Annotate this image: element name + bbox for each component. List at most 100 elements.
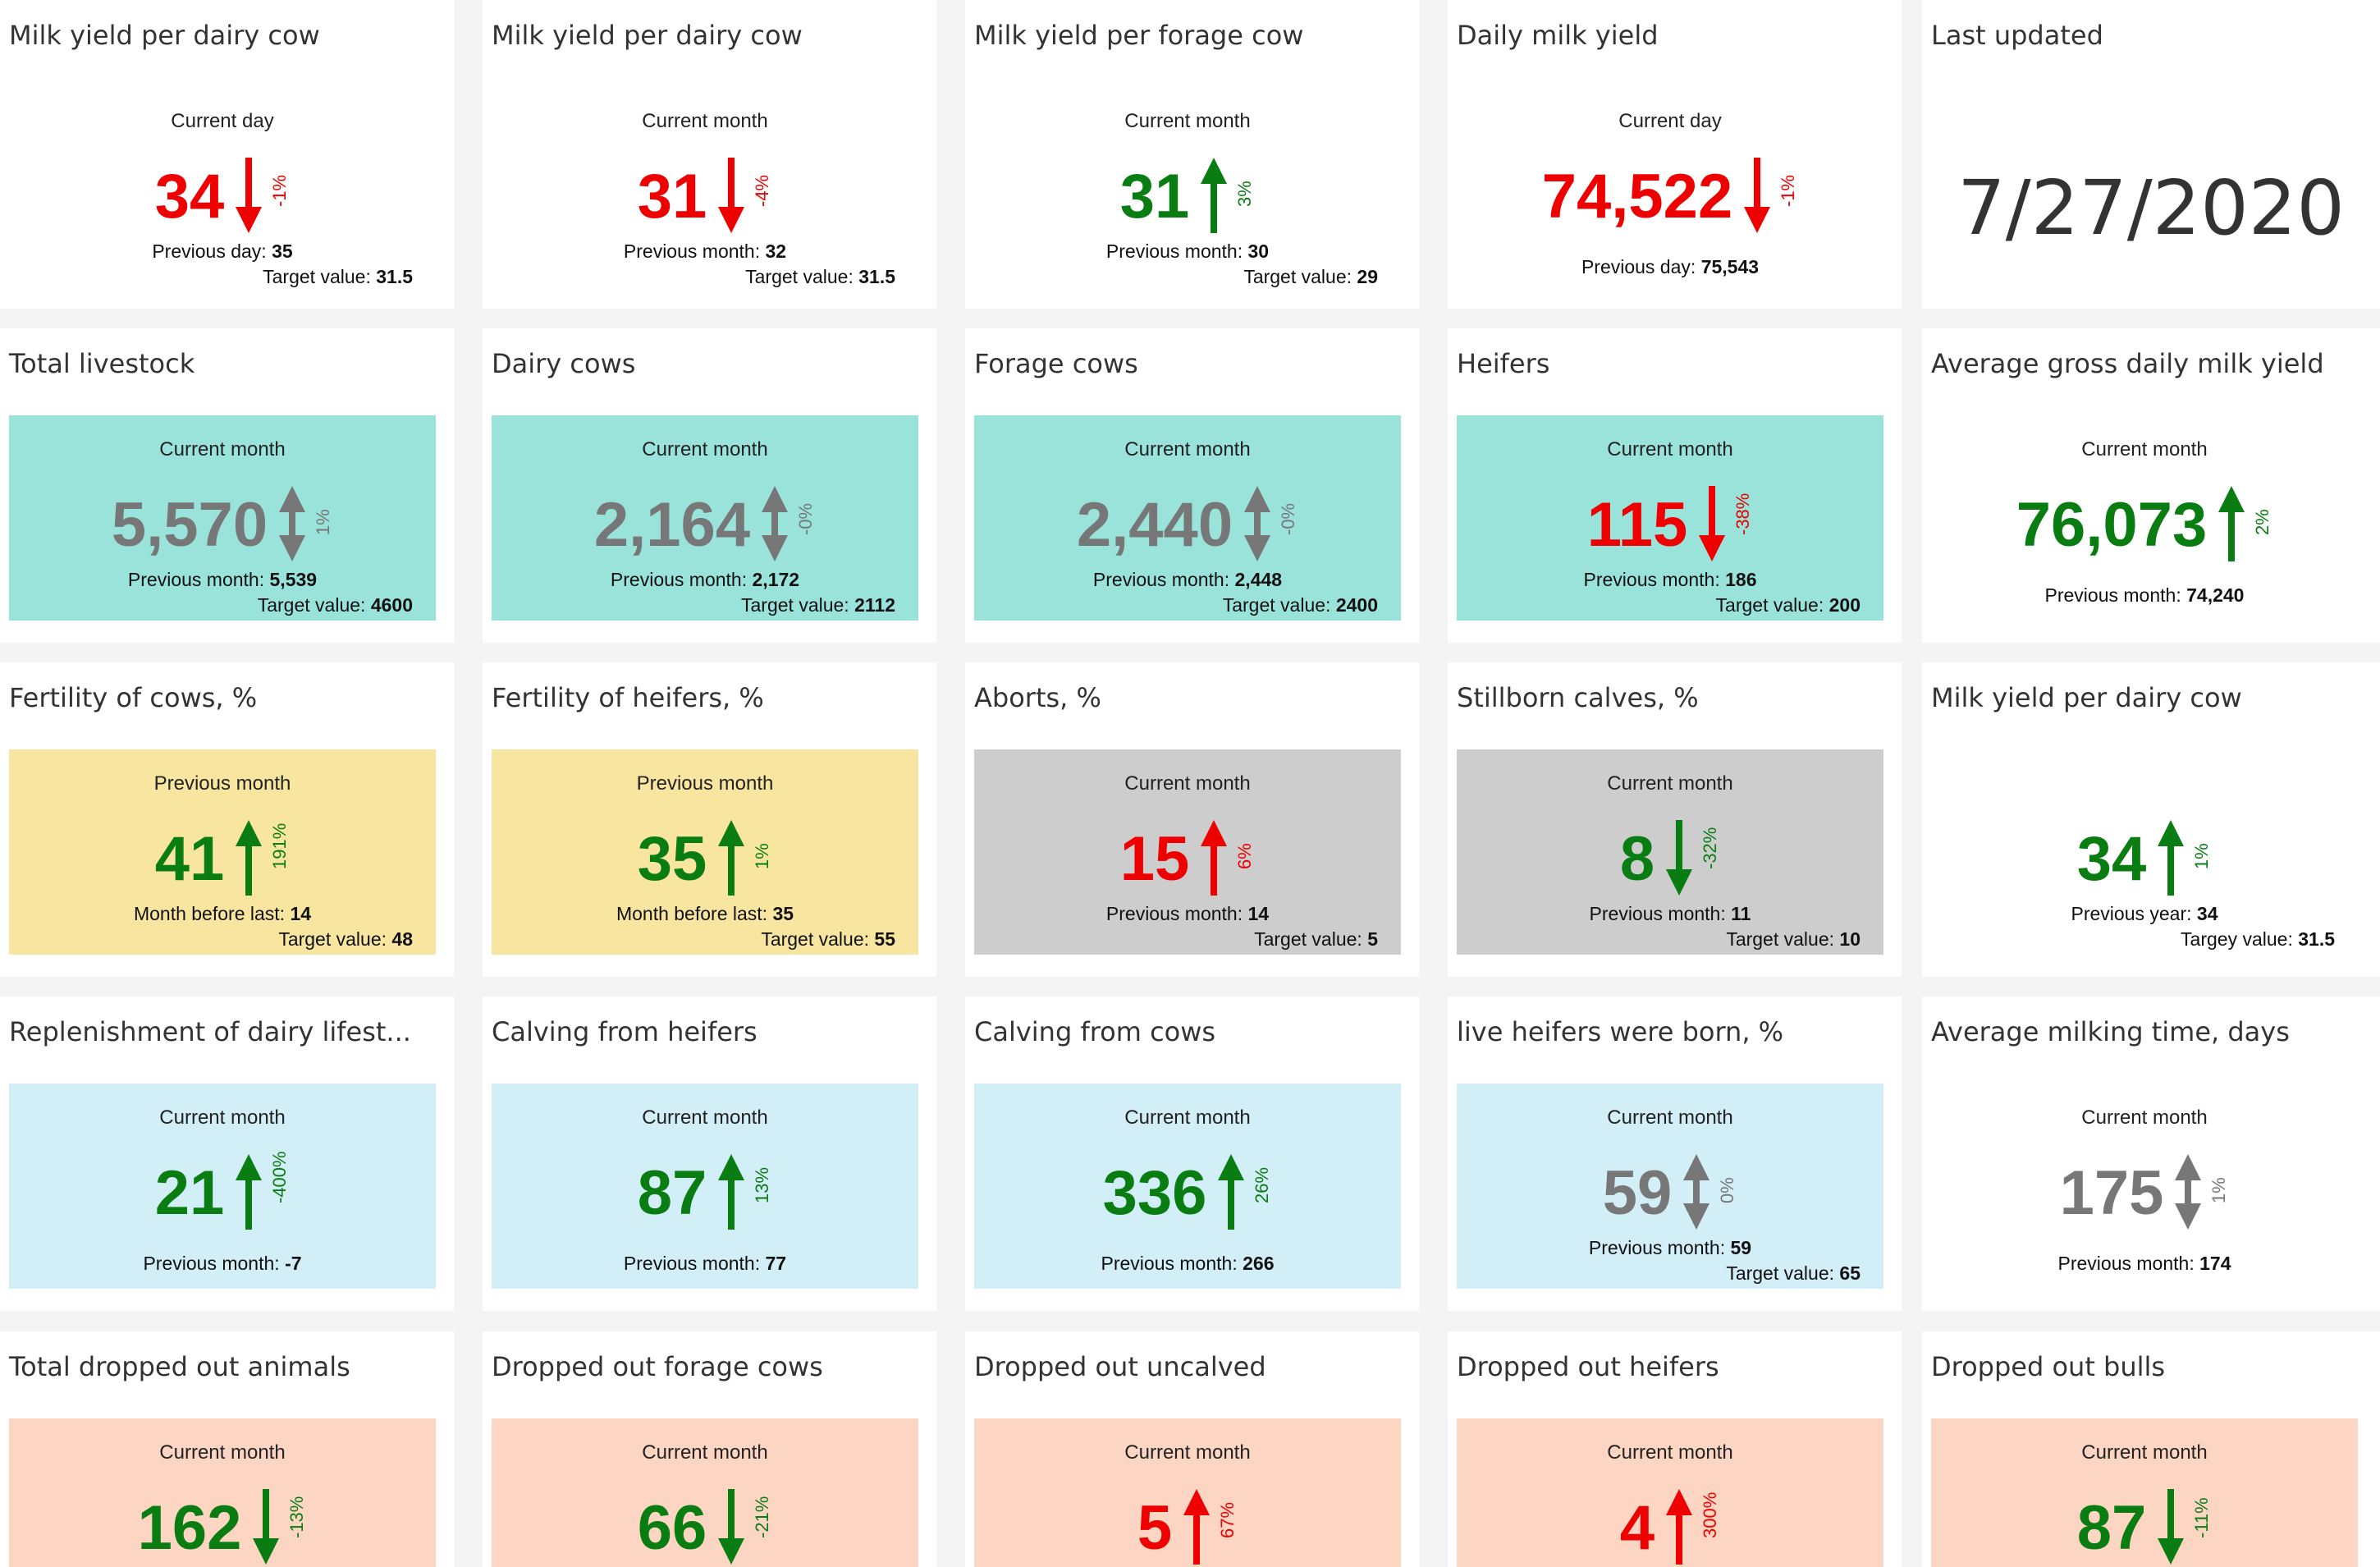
change-percent: -1% xyxy=(1778,174,1799,207)
arrow-up-icon xyxy=(716,1152,746,1235)
kpi-main: 2,440 -0% xyxy=(974,483,1401,568)
period-label: Current month xyxy=(1124,1107,1251,1129)
previous-label: Previous month: xyxy=(2057,1253,2200,1274)
target-value: Target value: 55 xyxy=(761,928,895,951)
previous-value: Month before last: 35 xyxy=(492,903,918,925)
kpi-panel: Current month 5,570 1% Previous month: 5,53… xyxy=(9,415,436,621)
kpi-panel: Current month 21 -400% Previous month: -7 xyxy=(9,1084,436,1289)
period-label: Current month xyxy=(642,1107,768,1129)
change-percent: -0% xyxy=(795,502,817,535)
kpi-main: 15 6% xyxy=(974,817,1401,902)
arrow-down-icon xyxy=(716,156,746,239)
target-value: Target value: 65 xyxy=(1726,1262,1861,1285)
previous-label: Month before last: xyxy=(133,903,291,924)
kpi-panel: Current month 8 -32% Previous month: 11 Targ… xyxy=(1457,749,1883,955)
target-number: 29 xyxy=(1357,266,1378,287)
target-value: Target value: 31.5 xyxy=(263,266,413,288)
card-title: Dairy cows xyxy=(492,348,636,379)
kpi-value: 5,570 xyxy=(111,490,268,560)
change-percent: -400% xyxy=(269,1151,291,1203)
kpi-main: 5,570 1% xyxy=(9,483,436,568)
card-title: Total livestock xyxy=(9,348,195,379)
target-number: 2112 xyxy=(854,594,895,616)
arrow-up-icon xyxy=(716,818,746,901)
card-title: Milk yield per dairy cow xyxy=(1931,682,2242,713)
arrow-up-down-icon xyxy=(1243,484,1272,567)
kpi-card: live heifers were born, % Current month 59… xyxy=(1448,997,1902,1311)
kpi-card: Milk yield per dairy cow Current month 31 -… xyxy=(483,0,936,309)
target-number: 55 xyxy=(874,928,895,950)
previous-number: 75,543 xyxy=(1700,256,1760,277)
previous-label: Previous month: xyxy=(623,1253,766,1274)
kpi-main: 4 300% xyxy=(1457,1486,1883,1567)
kpi-value: 41 xyxy=(154,824,225,894)
target-label: Target value: xyxy=(761,928,875,950)
kpi-value: 2,440 xyxy=(1076,490,1233,560)
period-label: Current month xyxy=(1607,1441,1733,1464)
target-label: Target value: xyxy=(741,594,855,616)
kpi-panel: Current month 66 -21% xyxy=(492,1418,918,1567)
card-title: Calving from heifers xyxy=(492,1016,757,1047)
kpi-value: 59 xyxy=(1602,1158,1673,1228)
change-percent: 191% xyxy=(269,822,291,869)
card-title: Milk yield per dairy cow xyxy=(492,20,803,51)
previous-label: Previous year: xyxy=(2071,903,2197,924)
previous-label: Previous month: xyxy=(1588,1237,1731,1258)
kpi-value: 87 xyxy=(2076,1493,2147,1563)
arrow-down-icon xyxy=(234,156,263,239)
kpi-main: 74,522 -1% xyxy=(1457,154,1883,240)
kpi-value: 34 xyxy=(154,162,225,231)
card-title: Daily milk yield xyxy=(1457,20,1659,51)
period-label: Current month xyxy=(159,438,286,460)
previous-value: Previous year: 34 xyxy=(1931,903,2358,925)
kpi-main: 35 1% xyxy=(492,817,918,902)
kpi-panel: Previous month 35 1% Month before last: 35 T… xyxy=(492,749,918,955)
previous-value: Previous month: 2,448 xyxy=(974,569,1401,591)
target-number: 65 xyxy=(1839,1262,1861,1284)
change-percent: 6% xyxy=(1234,843,1256,869)
target-value: Target value: 2400 xyxy=(1223,594,1378,616)
previous-value: Previous month: 74,240 xyxy=(1931,584,2358,607)
period-label: Current month xyxy=(642,1441,768,1464)
previous-number: 186 xyxy=(1725,569,1757,590)
card-title: Forage cows xyxy=(974,348,1138,379)
kpi-main: 8 -32% xyxy=(1457,817,1883,902)
card-title: Total dropped out animals xyxy=(9,1351,350,1382)
kpi-panel: Current month 15 6% Previous month: 14 Targe… xyxy=(974,749,1401,955)
kpi-value: 5 xyxy=(1137,1493,1173,1563)
previous-number: 14 xyxy=(290,903,312,924)
target-value: Target value: 200 xyxy=(1716,594,1861,616)
previous-label: Month before last: xyxy=(616,903,773,924)
kpi-panel: 34 1% Previous year: 34 Targey value: 31.5 xyxy=(1931,749,2358,955)
target-value: Target value: 5 xyxy=(1254,928,1378,951)
kpi-main: 34 -1% xyxy=(9,154,436,240)
target-value: Target value: 4600 xyxy=(258,594,413,616)
target-label: Target value: xyxy=(1726,928,1840,950)
period-label: Current month xyxy=(642,110,768,132)
target-number: 2400 xyxy=(1335,594,1378,616)
previous-label: Previous month: xyxy=(143,1253,286,1274)
kpi-card: Total livestock Current month 5,570 1% Previ… xyxy=(0,328,454,643)
kpi-main: 66 -21% xyxy=(492,1486,918,1567)
kpi-card: Dairy cows Current month 2,164 -0% Previous … xyxy=(483,328,936,643)
target-label: Target value: xyxy=(263,266,377,287)
change-percent: 2% xyxy=(2252,509,2273,535)
kpi-panel: Current month 59 0% Previous month: 59 Targe… xyxy=(1457,1084,1883,1289)
kpi-card: Average milking time, days Current month 1… xyxy=(1922,997,2380,1311)
previous-number: -7 xyxy=(285,1253,302,1274)
change-percent: -38% xyxy=(1732,493,1754,535)
previous-value: Previous month: 174 xyxy=(1931,1253,2358,1275)
previous-label: Previous month: xyxy=(1101,1253,1243,1274)
card-title: Replenishment of dairy lifest... xyxy=(9,1016,411,1047)
target-value: Target value: 48 xyxy=(278,928,413,951)
arrow-up-icon xyxy=(1216,1152,1246,1235)
previous-number: 266 xyxy=(1243,1253,1275,1274)
target-label: Target value: xyxy=(1715,594,1829,616)
period-label: Current month xyxy=(1607,1107,1733,1129)
card-title: Milk yield per dairy cow xyxy=(9,20,320,51)
kpi-panel: Current month 87 13% Previous month: 77 xyxy=(492,1084,918,1289)
card-title: Fertility of heifers, % xyxy=(492,682,764,713)
kpi-main: 34 1% xyxy=(1931,817,2358,902)
card-title: Calving from cows xyxy=(974,1016,1216,1047)
kpi-main: 2,164 -0% xyxy=(492,483,918,568)
